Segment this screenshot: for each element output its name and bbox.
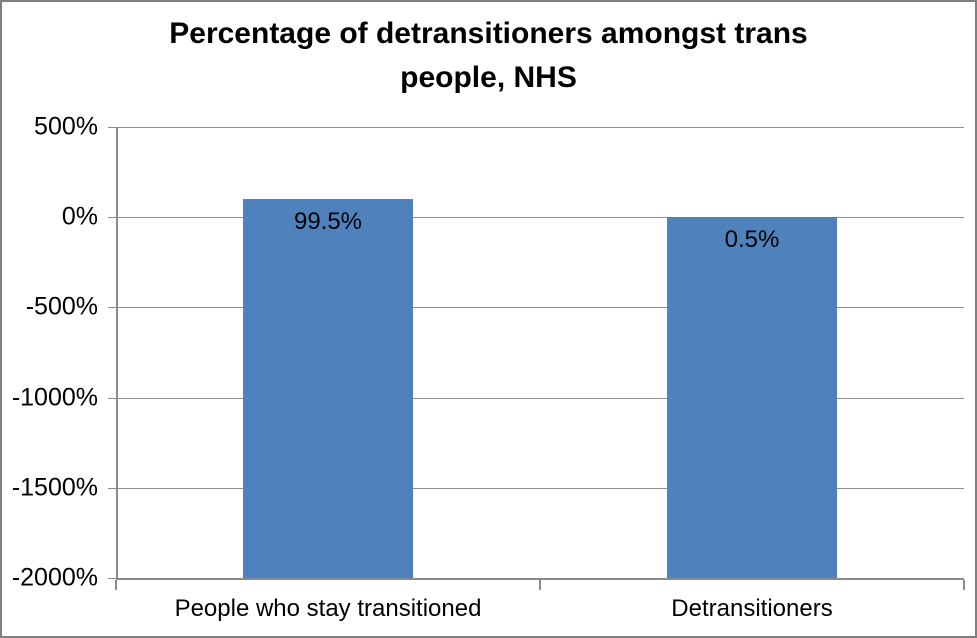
y-axis-line xyxy=(116,127,118,580)
chart-title: Percentage of detransitioners amongst tr… xyxy=(2,12,975,100)
y-tick-label: 500% xyxy=(34,112,98,141)
y-tick-label: -2000% xyxy=(11,563,98,592)
gridline xyxy=(118,307,964,309)
gridline xyxy=(118,487,964,489)
chart-title-line-2: people, NHS xyxy=(400,61,577,94)
y-axis-tick xyxy=(108,127,116,128)
y-axis-labels: 500% 0% -500% -1000% -1500% -2000% xyxy=(2,113,100,592)
gridline xyxy=(118,127,964,128)
gridline xyxy=(118,217,964,219)
x-axis-boundary-tick xyxy=(115,580,117,590)
y-tick-label: -1500% xyxy=(11,473,98,502)
bar-data-label: 99.5% xyxy=(293,208,363,236)
chart-title-line-1: Percentage of detransitioners amongst tr… xyxy=(169,17,808,50)
x-axis-boundary-tick xyxy=(963,580,965,590)
x-category-label: Detransitioners xyxy=(671,595,833,622)
bar-2: 0.5% xyxy=(667,217,837,578)
bar-1: 99.5% xyxy=(243,199,413,578)
x-category-label: People who stay transitioned xyxy=(174,595,482,622)
y-tick-label: 0% xyxy=(61,202,98,231)
bar-data-label: 0.5% xyxy=(724,226,780,254)
y-tick-label: -1000% xyxy=(11,383,98,412)
y-axis-tick xyxy=(108,578,116,579)
x-axis-boundary-tick xyxy=(539,580,541,590)
plot-area: 99.5% 0.5% xyxy=(108,127,965,590)
x-axis-labels: People who stay transitioned Detransition… xyxy=(116,595,964,629)
y-axis-tick xyxy=(108,307,116,309)
y-axis-tick xyxy=(108,487,116,489)
y-axis-tick xyxy=(108,217,116,219)
y-axis-tick xyxy=(108,397,116,399)
y-tick-label: -500% xyxy=(25,292,98,321)
x-axis-line xyxy=(116,578,964,580)
gridline xyxy=(118,397,964,399)
